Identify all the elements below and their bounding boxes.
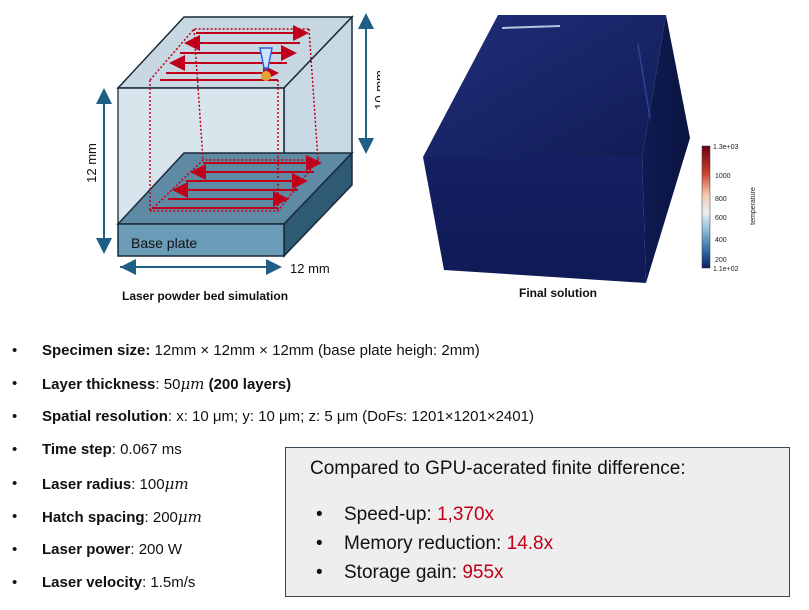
- colorbar-tick: 1000: [715, 173, 731, 180]
- colorbar-tick: 1.1e+02: [713, 266, 739, 273]
- cube-front-face: [423, 157, 646, 283]
- layer-span-label: 10 mm: [372, 70, 380, 110]
- temperature-colorbar: 1.3e+03 1000 800 600 400 200 1.1e+02 tem…: [701, 144, 757, 273]
- base-plate: Base plate: [116, 151, 354, 258]
- dimension-arrows: [96, 13, 374, 275]
- colorbar-tick: 1.3e+03: [713, 144, 739, 151]
- dotted-guides: [149, 28, 320, 212]
- comparison-item: • Memory reduction: 14.8x: [316, 533, 554, 554]
- cube-top-face: [423, 15, 666, 157]
- caption-right: Final solution: [519, 286, 597, 300]
- colorbar-tick: 600: [715, 215, 727, 222]
- laser-head-icon: [259, 47, 273, 81]
- powder-bed-diagram: Base plate 12 m: [84, 13, 380, 276]
- colorbar-tick: 400: [715, 237, 727, 244]
- comparison-box: Compared to GPU-acerated finite differen…: [285, 447, 790, 597]
- caption-left: Laser powder bed simulation: [122, 289, 289, 303]
- cube-side-face: [642, 15, 690, 283]
- comparison-item: • Storage gain: 955x: [316, 562, 504, 583]
- colorbar-tick: 200: [715, 257, 727, 264]
- colorbar-tick: 800: [715, 196, 727, 203]
- comparison-item: • Speed-up: 1,370x: [316, 504, 495, 525]
- depth-label: 12 mm: [290, 261, 330, 276]
- colorbar-title: temperature: [750, 187, 757, 225]
- laser-track-highlight: [501, 25, 561, 29]
- final-solution-render: [423, 15, 690, 283]
- height-label: 12 mm: [84, 143, 99, 183]
- base-plate-label: Base plate: [131, 235, 197, 251]
- comparison-heading: Compared to GPU-acerated finite differen…: [310, 458, 686, 479]
